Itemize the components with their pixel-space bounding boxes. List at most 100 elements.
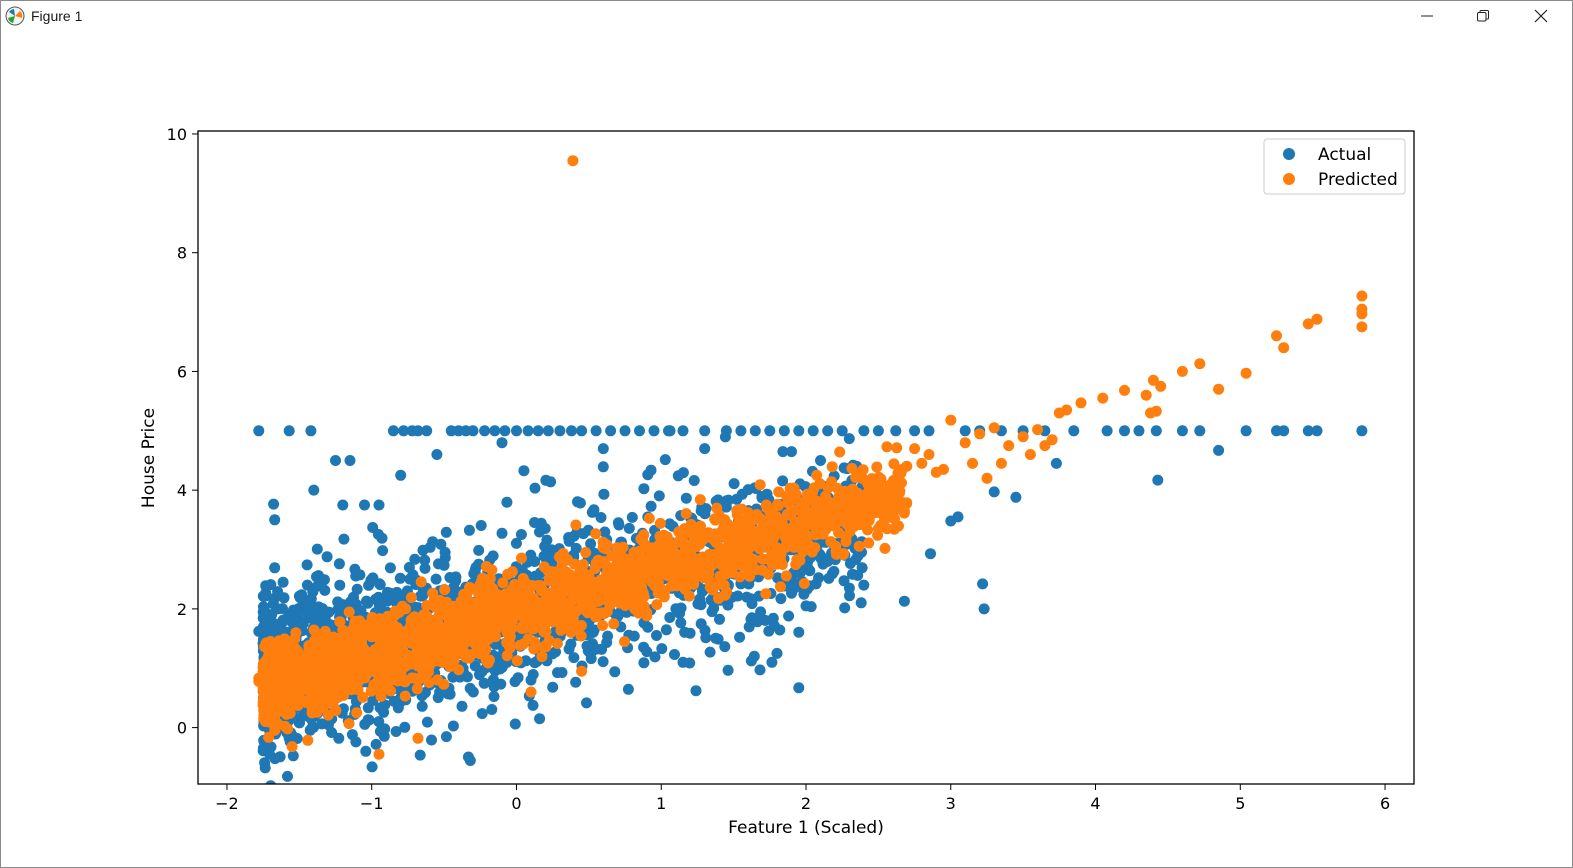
actual-point [311,543,323,555]
predicted-point [853,507,864,519]
figure-canvas: −2 −1 0 1 2 3 4 5 6 0 2 4 6 8 10 Feature 1 (Scaled) H… [1,31,1572,867]
actual-point [316,718,328,730]
actual-point [392,702,404,714]
restore-button[interactable] [1455,1,1511,31]
actual-point [372,528,384,540]
actual-point [488,691,500,702]
legend-label-predicted: Predicted [1318,170,1398,190]
actual-point [529,570,541,582]
predicted-point [662,543,674,555]
actual-point [384,562,396,574]
predicted-point [418,609,430,621]
actual-point [440,526,452,538]
title-bar[interactable]: Figure 1 [1,1,1572,31]
close-button[interactable] [1513,1,1569,31]
predicted-point [525,686,537,698]
actual-point [815,455,826,466]
minimize-button[interactable] [1399,1,1455,31]
predicted-point [694,494,706,506]
actual-point [463,524,475,536]
predicted-point [901,460,913,472]
actual-point [515,529,527,540]
actual-point [294,592,306,604]
predicted-point [1356,321,1368,333]
x-axis-label: Feature 1 (Scaled) [728,818,884,838]
predicted-point [665,559,677,571]
actual-point [1213,444,1225,456]
actual-point [359,499,370,511]
actual-point [923,425,935,437]
predicted-point [798,578,810,589]
y-axis: 0 2 4 6 8 10 [167,125,198,738]
actual-point [764,425,776,437]
predicted-point [727,521,739,533]
predicted-point [773,486,785,498]
actual-point [793,682,805,694]
predicted-point [498,600,510,612]
predicted-point [901,498,912,510]
predicted-point [675,555,687,567]
x-tick-label: −2 [215,794,239,813]
predicted-point [355,671,367,683]
predicted-point [761,515,773,527]
predicted-point [423,624,435,636]
predicted-point [781,530,792,542]
actual-point [794,567,806,579]
predicted-point [780,570,792,582]
predicted-point [333,640,344,652]
actual-point [649,651,661,663]
actual-point [293,607,305,619]
actual-point [581,640,593,652]
predicted-point [646,570,658,582]
predicted-point [793,526,805,538]
actual-point [529,517,540,528]
actual-point [444,688,456,700]
predicted-point [840,492,852,504]
predicted-point [412,732,424,744]
actual-point [699,443,711,455]
predicted-point [514,639,526,651]
predicted-point [1240,367,1252,379]
predicted-point [635,570,646,582]
predicted-point [517,573,529,584]
actual-point [447,671,459,683]
predicted-point [338,689,349,701]
predicted-point [621,583,633,594]
actual-point [362,702,374,714]
predicted-point [373,748,385,760]
actual-point [598,488,610,500]
actual-point [988,486,1000,498]
actual-point [1068,425,1080,437]
actual-point [478,677,490,689]
y-axis-label: House Price [139,408,159,508]
actual-point [565,638,577,650]
predicted-point [309,635,321,646]
predicted-point [267,693,279,705]
actual-point [748,650,760,662]
predicted-point [442,620,454,632]
actual-point [680,492,692,504]
actual-point [444,572,456,583]
actual-point [269,562,281,574]
predicted-point [771,542,783,554]
predicted-point [278,648,290,660]
actual-point [623,522,635,534]
predicted-point [775,581,786,593]
predicted-point [260,655,272,667]
actual-point [374,702,386,714]
predicted-point [916,457,928,469]
actual-point [554,425,566,437]
predicted-point [771,518,783,529]
actual-point [688,475,700,486]
predicted-point [852,487,864,499]
actual-point [641,646,653,658]
predicted-point [595,574,607,586]
actual-point [755,606,767,618]
actual-point [272,603,284,615]
predicted-point [535,612,547,624]
actual-point [431,449,443,460]
actual-point [370,738,382,750]
predicted-point [288,688,300,700]
predicted-point [286,741,298,753]
actual-point [1194,425,1206,437]
